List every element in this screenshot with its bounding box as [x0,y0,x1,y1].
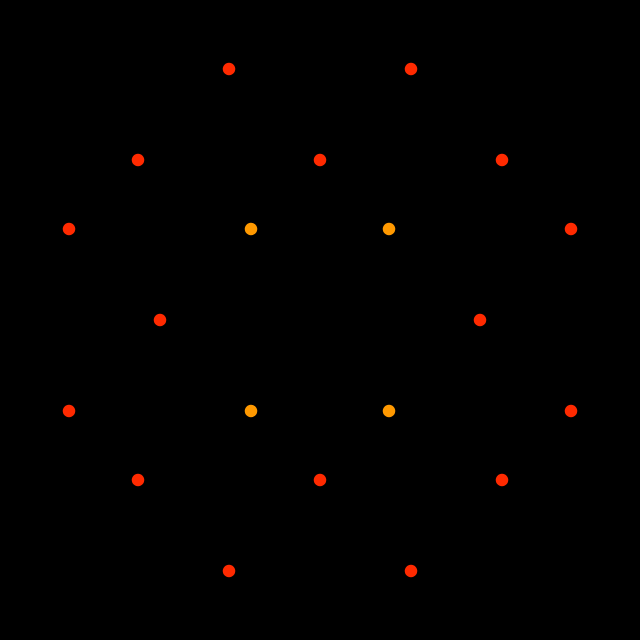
vertex-outer [404,62,418,76]
vertex-outer [222,564,236,578]
vertex-outer [564,222,578,236]
diagram-background [0,0,640,640]
vertex-inner [244,222,258,236]
vertex-outer [495,153,509,167]
vertex-diagram [0,0,640,640]
vertex-outer [473,313,487,327]
vertex-outer [495,473,509,487]
vertex-outer [62,222,76,236]
vertex-outer [131,153,145,167]
vertex-outer [62,404,76,418]
vertex-outer [153,313,167,327]
vertex-outer [313,153,327,167]
vertex-outer [222,62,236,76]
vertex-outer [313,473,327,487]
vertex-inner [382,222,396,236]
vertex-inner [244,404,258,418]
vertex-outer [131,473,145,487]
vertex-outer [404,564,418,578]
vertex-outer [564,404,578,418]
vertex-inner [382,404,396,418]
